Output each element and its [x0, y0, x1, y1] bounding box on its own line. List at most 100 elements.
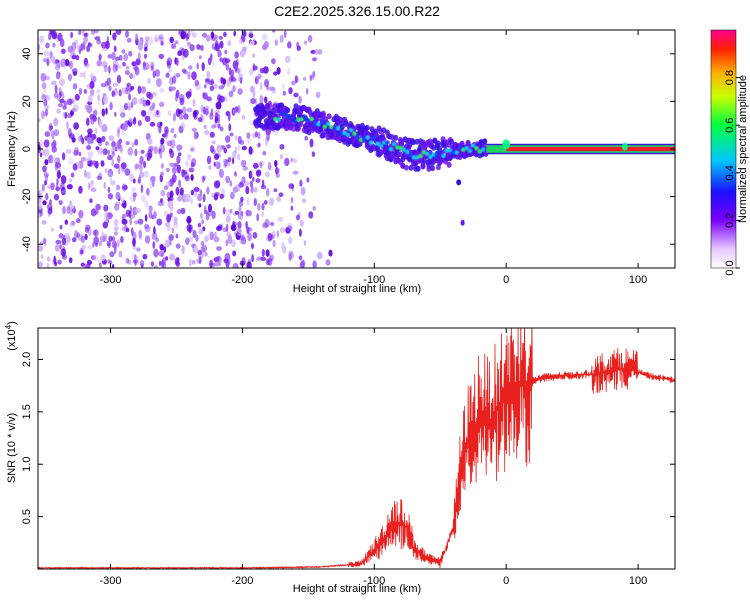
noise-mark: [180, 122, 186, 129]
noise-mark: [257, 132, 261, 140]
noise-mark: [194, 79, 199, 87]
noise-mark: [83, 89, 87, 94]
noise-mark: [116, 239, 121, 248]
noise-mark: [210, 31, 215, 39]
noise-mark: [232, 262, 239, 268]
noise-mark: [101, 135, 106, 143]
noise-mark: [225, 135, 231, 143]
noise-mark: [137, 120, 142, 127]
ridge-halo-mark: [320, 110, 326, 117]
noise-mark: [165, 180, 171, 187]
y-tick-label: 40: [21, 48, 33, 60]
noise-mark: [175, 243, 181, 249]
noise-mark: [67, 45, 73, 53]
noise-mark: [248, 68, 254, 76]
noise-mark: [117, 155, 121, 164]
tone-band-mark: [621, 142, 628, 151]
noise-mark: [90, 255, 96, 260]
noise-mark: [274, 160, 278, 167]
noise-mark: [88, 42, 93, 48]
noise-mark: [111, 90, 115, 97]
noise-mark: [72, 71, 78, 76]
noise-mark: [237, 144, 241, 151]
ridge-halo-mark: [318, 126, 324, 133]
noise-mark: [94, 127, 98, 135]
x-tick-label: -200: [231, 575, 253, 587]
noise-mark: [278, 192, 284, 197]
noise-mark: [110, 141, 117, 148]
noise-mark: [87, 137, 92, 145]
snr-frame: [37, 327, 676, 570]
noise-mark: [288, 236, 293, 245]
ridge-core-mark: [382, 140, 387, 145]
noise-mark: [100, 160, 105, 167]
noise-mark: [112, 63, 118, 73]
ridge-halo-mark: [399, 138, 405, 145]
noise-mark: [234, 135, 238, 141]
noise-mark: [179, 187, 184, 196]
noise-mark: [190, 174, 194, 181]
noise-mark: [60, 182, 65, 191]
noise-mark: [98, 240, 102, 247]
noise-mark: [226, 79, 231, 88]
noise-mark: [237, 88, 243, 95]
noise-mark: [176, 144, 183, 151]
noise-mark: [147, 109, 154, 115]
noise-mark: [213, 180, 220, 189]
noise-mark: [62, 245, 66, 252]
noise-mark: [214, 116, 219, 124]
noise-mark: [271, 30, 276, 33]
noise-mark: [43, 237, 46, 245]
noise-mark: [201, 219, 204, 225]
noise-mark: [108, 85, 112, 92]
noise-mark: [287, 225, 293, 232]
noise-mark: [312, 71, 316, 78]
noise-mark: [67, 73, 73, 82]
noise-mark: [183, 113, 189, 120]
noise-mark: [107, 259, 111, 264]
noise-mark: [89, 88, 95, 96]
noise-mark: [42, 165, 47, 173]
noise-mark: [120, 236, 124, 243]
noise-mark: [74, 39, 79, 46]
noise-mark: [100, 82, 107, 88]
noise-mark: [186, 41, 191, 47]
noise-mark: [282, 90, 286, 96]
colorbar-gradient: [710, 29, 737, 269]
noise-mark: [134, 66, 140, 76]
noise-mark: [108, 65, 111, 74]
noise-mark: [282, 246, 287, 254]
noise-mark: [159, 121, 163, 126]
noise-mark: [206, 71, 211, 79]
noise-mark: [114, 111, 117, 117]
noise-mark: [219, 126, 224, 132]
noise-mark: [202, 112, 206, 120]
noise-mark: [276, 168, 280, 174]
ridge-halo-mark: [430, 165, 435, 172]
noise-mark: [284, 55, 291, 64]
noise-mark: [143, 170, 149, 178]
noise-mark: [43, 50, 50, 57]
ridge-core-mark: [306, 118, 311, 123]
noise-mark: [86, 260, 93, 265]
noise-mark: [84, 233, 88, 240]
noise-mark: [186, 217, 192, 223]
ridge-core-mark: [322, 124, 327, 129]
noise-mark: [180, 30, 187, 40]
noise-mark: [177, 257, 180, 263]
noise-mark: [129, 217, 132, 226]
ridge-core-mark: [411, 155, 417, 160]
noise-mark: [144, 200, 149, 208]
noise-mark: [228, 67, 232, 76]
noise-mark: [229, 209, 233, 214]
noise-mark: [158, 34, 163, 39]
noise-mark: [234, 146, 238, 154]
noise-mark: [105, 107, 108, 115]
noise-mark: [142, 99, 148, 107]
ridge-core-mark: [438, 148, 443, 154]
noise-mark: [236, 153, 241, 161]
noise-mark: [124, 168, 131, 176]
noise-mark: [177, 50, 183, 57]
noise-mark: [232, 85, 236, 93]
noise-mark: [259, 161, 263, 169]
